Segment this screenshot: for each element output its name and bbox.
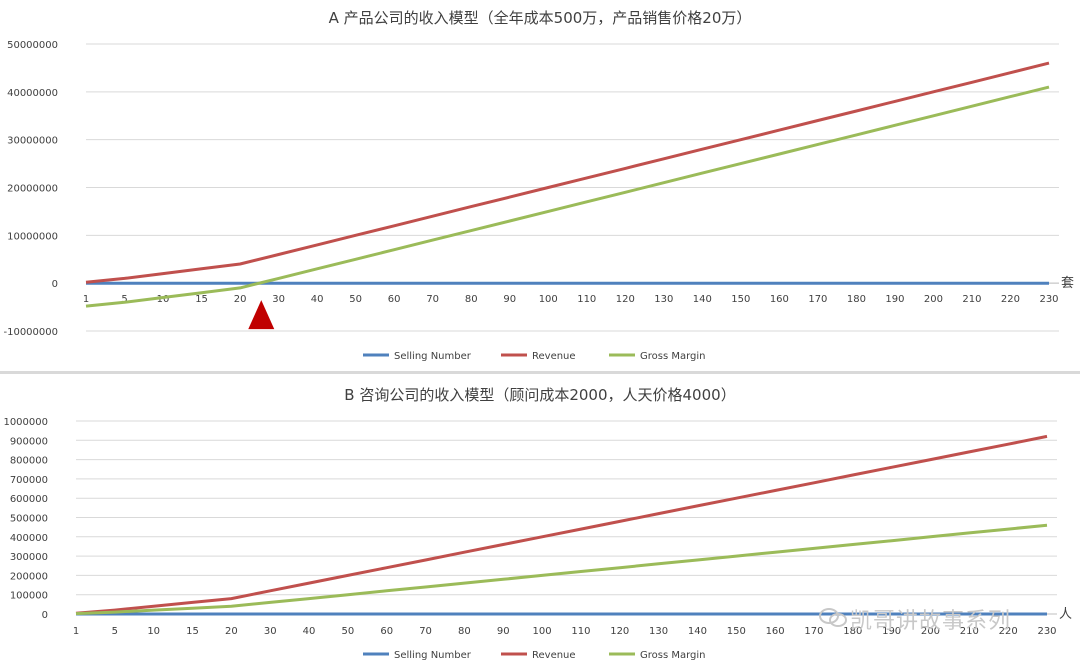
x-tick-label: 30 bbox=[272, 294, 285, 305]
wechat-icon bbox=[819, 608, 847, 627]
y-tick-label: 10000000 bbox=[7, 231, 58, 242]
x-tick-label: 90 bbox=[503, 294, 516, 305]
x-tick-label: 80 bbox=[465, 294, 478, 305]
x-tick-label: 70 bbox=[426, 294, 439, 305]
x-tick-label: 140 bbox=[693, 294, 712, 305]
y-tick-label: 100000 bbox=[10, 591, 48, 602]
x-tick-label: 10 bbox=[157, 294, 170, 305]
x-tick-label: 50 bbox=[349, 294, 362, 305]
x-tick-label: 220 bbox=[1001, 294, 1020, 305]
x-tick-label: 220 bbox=[999, 626, 1018, 637]
x-tick-label: 100 bbox=[533, 626, 552, 637]
x-tick-label: 20 bbox=[234, 294, 247, 305]
x-tick-label: 230 bbox=[1039, 294, 1058, 305]
x-tick-label: 190 bbox=[882, 626, 901, 637]
x-tick-label: 20 bbox=[225, 626, 238, 637]
x-tick-label: 150 bbox=[727, 626, 746, 637]
x-tick-label: 1 bbox=[73, 626, 79, 637]
x-tick-label: 50 bbox=[342, 626, 355, 637]
y-tick-label: 400000 bbox=[10, 533, 48, 544]
series-line-gross-margin bbox=[85, 85, 1050, 308]
legend-label: Selling Number bbox=[394, 650, 472, 661]
legend-label: Selling Number bbox=[394, 351, 472, 362]
x-tick-label: 190 bbox=[885, 294, 904, 305]
x-tick-label: 210 bbox=[960, 626, 979, 637]
x-tick-label: 90 bbox=[497, 626, 510, 637]
x-tick-label: 180 bbox=[847, 294, 866, 305]
x-tick-label: 200 bbox=[921, 626, 940, 637]
x-tick-label: 5 bbox=[112, 626, 118, 637]
x-tick-label: 60 bbox=[380, 626, 393, 637]
y-tick-label: -10000000 bbox=[3, 327, 58, 338]
x-tick-label: 160 bbox=[770, 294, 789, 305]
x-tick-label: 70 bbox=[419, 626, 432, 637]
watermark-text: 凯哥讲故事系列 bbox=[850, 609, 1012, 634]
x-tick-label: 170 bbox=[808, 294, 827, 305]
x-tick-label: 120 bbox=[616, 294, 635, 305]
y-tick-label: 900000 bbox=[10, 436, 48, 447]
y-tick-label: 1000000 bbox=[3, 417, 48, 428]
x-tick-label: 40 bbox=[303, 626, 316, 637]
y-tick-label: 50000000 bbox=[7, 40, 58, 51]
y-tick-label: 500000 bbox=[10, 514, 48, 525]
chart-b: B 咨询公司的收入模型（顾问成本2000，人天价格4000） 0 100000 200… bbox=[3, 386, 1072, 661]
y-tick-label: 300000 bbox=[10, 552, 48, 563]
x-tick-label: 30 bbox=[264, 626, 277, 637]
x-tick-label: 130 bbox=[654, 294, 673, 305]
y-tick-label: 700000 bbox=[10, 475, 48, 486]
x-tick-label: 60 bbox=[388, 294, 401, 305]
y-tick-label: 0 bbox=[42, 610, 48, 621]
x-tick-label: 100 bbox=[539, 294, 558, 305]
x-tick-label: 140 bbox=[688, 626, 707, 637]
x-tick-label: 15 bbox=[195, 294, 208, 305]
x-tick-label: 15 bbox=[186, 626, 199, 637]
x-tick-label: 110 bbox=[577, 294, 596, 305]
x-tick-label: 200 bbox=[924, 294, 943, 305]
axis-unit-label: 套 bbox=[1061, 275, 1074, 291]
y-tick-label: 40000000 bbox=[7, 88, 58, 99]
chart-a: A 产品公司的收入模型（全年成本500万，产品销售价格20万） -10000000… bbox=[3, 9, 1074, 362]
y-tick-label: 20000000 bbox=[7, 184, 58, 195]
legend-label: Gross Margin bbox=[640, 351, 706, 362]
x-tick-label: 5 bbox=[121, 294, 127, 305]
axis-unit-label: 人 bbox=[1059, 607, 1072, 622]
chart-title: A 产品公司的收入模型（全年成本500万，产品销售价格20万） bbox=[329, 9, 752, 27]
x-tick-label: 160 bbox=[766, 626, 785, 637]
x-tick-label: 210 bbox=[962, 294, 981, 305]
x-tick-label: 10 bbox=[147, 626, 160, 637]
y-tick-label: 30000000 bbox=[7, 136, 58, 147]
legend-label: Revenue bbox=[532, 650, 576, 661]
chart-title: B 咨询公司的收入模型（顾问成本2000，人天价格4000） bbox=[344, 386, 735, 404]
series-line-revenue bbox=[85, 61, 1050, 284]
x-tick-label: 40 bbox=[311, 294, 324, 305]
x-tick-label: 230 bbox=[1037, 626, 1056, 637]
x-tick-label: 120 bbox=[610, 626, 629, 637]
y-tick-label: 0 bbox=[52, 279, 58, 290]
y-tick-label: 200000 bbox=[10, 571, 48, 582]
x-tick-label: 170 bbox=[804, 626, 823, 637]
x-tick-label: 130 bbox=[649, 626, 668, 637]
chart-divider bbox=[0, 371, 1080, 374]
x-tick-label: 110 bbox=[571, 626, 590, 637]
x-tick-label: 150 bbox=[731, 294, 750, 305]
x-tick-label: 180 bbox=[843, 626, 862, 637]
legend-label: Gross Margin bbox=[640, 650, 706, 661]
series-line-gross-margin bbox=[75, 523, 1048, 616]
x-tick-label: 80 bbox=[458, 626, 471, 637]
legend-label: Revenue bbox=[532, 351, 576, 362]
y-tick-label: 600000 bbox=[10, 494, 48, 505]
break-even-marker bbox=[248, 300, 275, 330]
x-tick-label: 1 bbox=[83, 294, 89, 305]
y-tick-label: 800000 bbox=[10, 456, 48, 467]
series-line-revenue bbox=[75, 434, 1048, 615]
